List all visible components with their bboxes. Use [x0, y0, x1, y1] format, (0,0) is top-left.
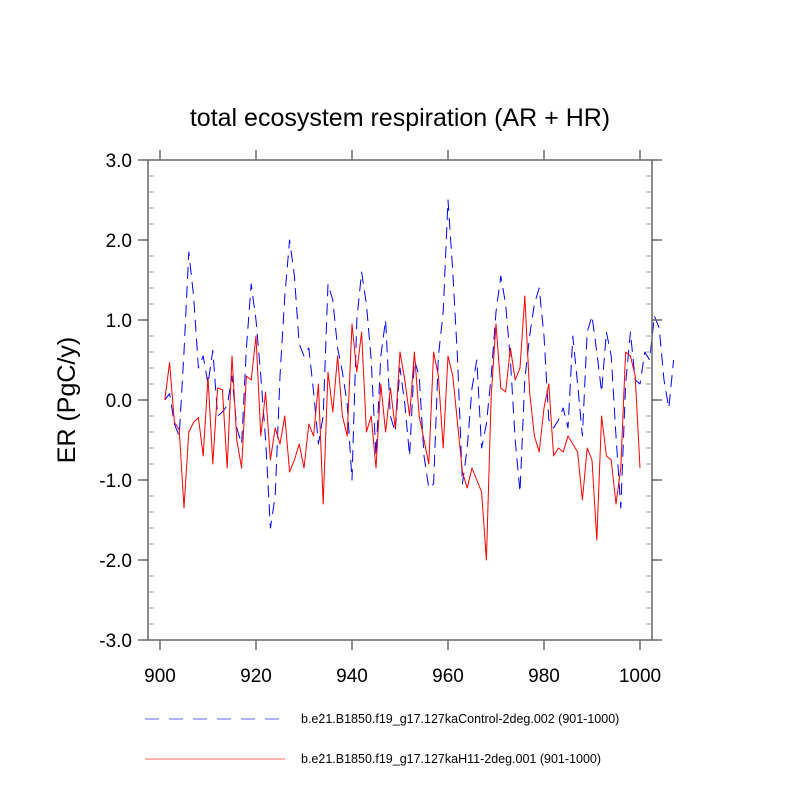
- x-tick-label: 1000: [619, 666, 661, 687]
- chart-title: total ecosystem respiration (AR + HR): [190, 104, 610, 132]
- y-tick-label: -1.0: [99, 471, 132, 492]
- y-tick-label: -3.0: [99, 631, 132, 652]
- axis-tick-labels: 900 920 940 960 980 1000 3.0 2.0 1.0 0.0 -1.0 -2.0 -…: [99, 151, 661, 687]
- x-tick-label: 980: [528, 666, 560, 687]
- series-line-control: [164, 199, 675, 529]
- plot-frame: [147, 159, 653, 641]
- y-axis-label: ER (PgC/y): [53, 337, 81, 463]
- y-tick-label: -2.0: [99, 551, 132, 572]
- legend-label-control: b.e21.B1850.f19_g17.127kaControl-2deg.00…: [301, 712, 619, 726]
- x-tick-label: 960: [432, 666, 464, 687]
- axes-frame: [147, 159, 653, 641]
- y-tick-label: 0.0: [106, 391, 132, 412]
- x-tick-label: 920: [240, 666, 272, 687]
- legend-label-h11: b.e21.B1850.f19_g17.127kaH11-2deg.001 (9…: [301, 752, 601, 766]
- y-tick-label: 1.0: [106, 311, 132, 332]
- legend: b.e21.B1850.f19_g17.127kaControl-2deg.00…: [145, 712, 619, 766]
- y-tick-label: 2.0: [106, 231, 132, 252]
- x-tick-label: 940: [336, 666, 368, 687]
- series-line-h11: [164, 295, 641, 561]
- y-tick-label: 3.0: [106, 151, 132, 172]
- x-tick-label: 900: [144, 666, 176, 687]
- plot-area: [164, 199, 675, 561]
- axis-ticks: [138, 150, 662, 650]
